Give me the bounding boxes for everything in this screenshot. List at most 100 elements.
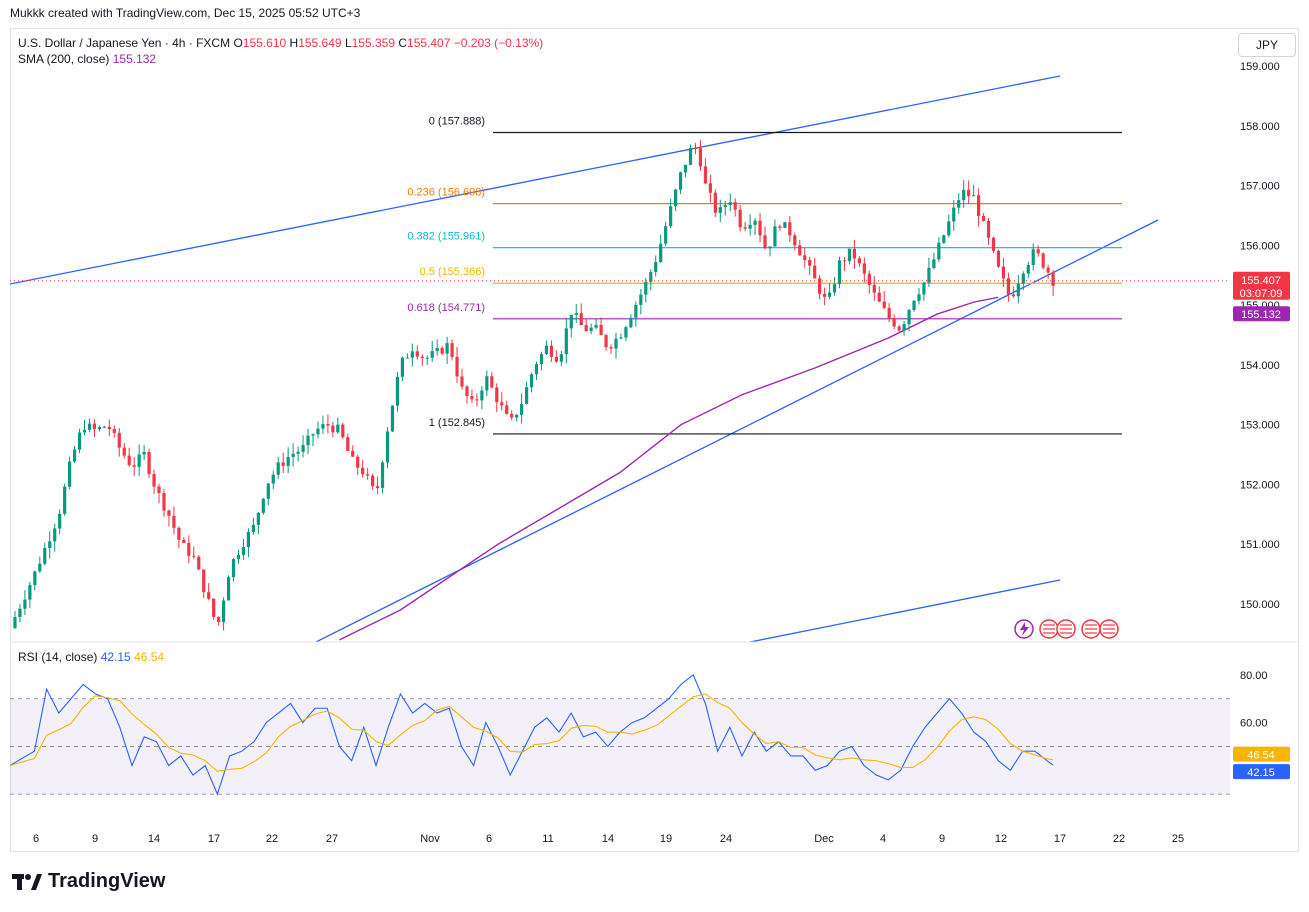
candle-body — [962, 189, 966, 201]
candle-body — [212, 598, 216, 617]
candle-body — [117, 432, 121, 448]
candle-body — [366, 474, 370, 476]
candle-body — [1026, 265, 1030, 274]
sma-label[interactable]: SMA (200, close) — [18, 52, 110, 66]
candle-body — [515, 414, 519, 418]
candle-body — [33, 571, 37, 586]
candle-body — [500, 402, 504, 406]
high-label: H — [289, 36, 299, 50]
candle-body — [589, 327, 593, 332]
candle-body — [375, 486, 380, 489]
candle-body — [569, 314, 573, 329]
chart-attribution: Mukkk created with TradingView.com, Dec … — [10, 6, 361, 20]
candle-body — [847, 248, 852, 262]
close-value: 155.407 — [407, 36, 451, 50]
candle-body — [63, 486, 67, 514]
time-axis-label: Nov — [420, 833, 440, 845]
candle-body — [172, 515, 176, 528]
candle-body — [112, 429, 116, 433]
candle-body — [718, 207, 722, 213]
candle-body — [331, 425, 335, 433]
candle-body — [122, 447, 126, 456]
candle-body — [758, 220, 762, 236]
candle-body — [986, 221, 991, 238]
candle-body — [390, 405, 395, 432]
candle-body — [887, 307, 891, 319]
candle-body — [942, 235, 946, 243]
time-axis-label: 22 — [266, 833, 278, 845]
last-price-badge: 155.407 — [1241, 275, 1281, 287]
candle-body — [1031, 249, 1035, 266]
candle-body — [1021, 273, 1025, 284]
time-axis-label: 14 — [148, 833, 160, 845]
candle-body — [827, 292, 832, 297]
candle-body — [897, 326, 901, 331]
currency-button[interactable]: JPY — [1238, 33, 1296, 57]
candle-body — [554, 356, 558, 362]
candle-body — [465, 386, 469, 397]
price-axis-label: 157.000 — [1240, 181, 1280, 193]
candle-body — [207, 592, 211, 599]
rsi-axis-label: 60.00 — [1240, 718, 1268, 730]
candle-body — [415, 351, 419, 357]
rsi-ma-line — [9, 693, 1054, 772]
candle-body — [738, 209, 742, 228]
candle-body — [634, 304, 638, 318]
candle-body — [678, 172, 683, 190]
candle-body — [584, 325, 588, 332]
time-axis-label: 12 — [995, 833, 1007, 845]
candle-body — [673, 189, 678, 207]
time-axis-label: 22 — [1113, 833, 1125, 845]
rsi-line — [9, 673, 1054, 796]
candle-body — [534, 364, 539, 375]
candle-body — [152, 474, 156, 487]
price-axis-label: 156.000 — [1240, 240, 1280, 252]
candle-body — [574, 313, 578, 315]
candle-body — [147, 451, 151, 475]
candle-body — [1041, 253, 1045, 268]
candle-body — [539, 354, 544, 365]
candle-body — [495, 387, 499, 403]
candle-body — [808, 260, 812, 266]
candle-body — [142, 451, 146, 455]
candle-body — [872, 284, 876, 293]
fib-level-label: 1 (152.845) — [429, 417, 485, 429]
last-price-badge: 03:07:09 — [1240, 288, 1283, 300]
candle-body — [842, 260, 847, 262]
candle-body — [723, 205, 727, 208]
candle-body — [902, 324, 906, 331]
candle-body — [18, 608, 22, 618]
candle-body — [579, 313, 583, 326]
channel-middle-line — [314, 219, 1159, 642]
candle-body — [912, 300, 916, 311]
candle-body — [619, 337, 623, 339]
candle-body — [837, 260, 842, 285]
candle-body — [251, 524, 255, 532]
candle-body — [296, 451, 300, 454]
candle-body — [77, 432, 82, 450]
candle-body — [529, 374, 534, 388]
candle-body — [440, 348, 444, 354]
candle-body — [470, 396, 474, 400]
rsi-label[interactable]: RSI (14, close) — [18, 650, 98, 664]
candle-body — [291, 453, 295, 457]
candle-body — [524, 387, 529, 404]
candle-body — [485, 376, 489, 391]
candle-body — [321, 424, 325, 429]
time-axis-label: 24 — [720, 833, 732, 845]
candle-body — [907, 310, 911, 325]
change-value: −0.203 (−0.13%) — [453, 36, 544, 50]
candle-body — [768, 246, 772, 249]
candle-body — [167, 510, 171, 516]
candle-body — [882, 301, 886, 308]
candle-body — [867, 273, 871, 285]
symbol-title[interactable]: U.S. Dollar / Japanese Yen · 4h · FXCM — [18, 36, 231, 50]
time-axis-label: 11 — [542, 833, 553, 845]
time-axis-label: 9 — [939, 833, 945, 845]
candle-body — [281, 462, 285, 466]
low-label: L — [344, 36, 352, 50]
price-axis-label: 153.000 — [1240, 420, 1280, 432]
candle-body — [1011, 294, 1015, 297]
candle-body — [385, 431, 390, 463]
